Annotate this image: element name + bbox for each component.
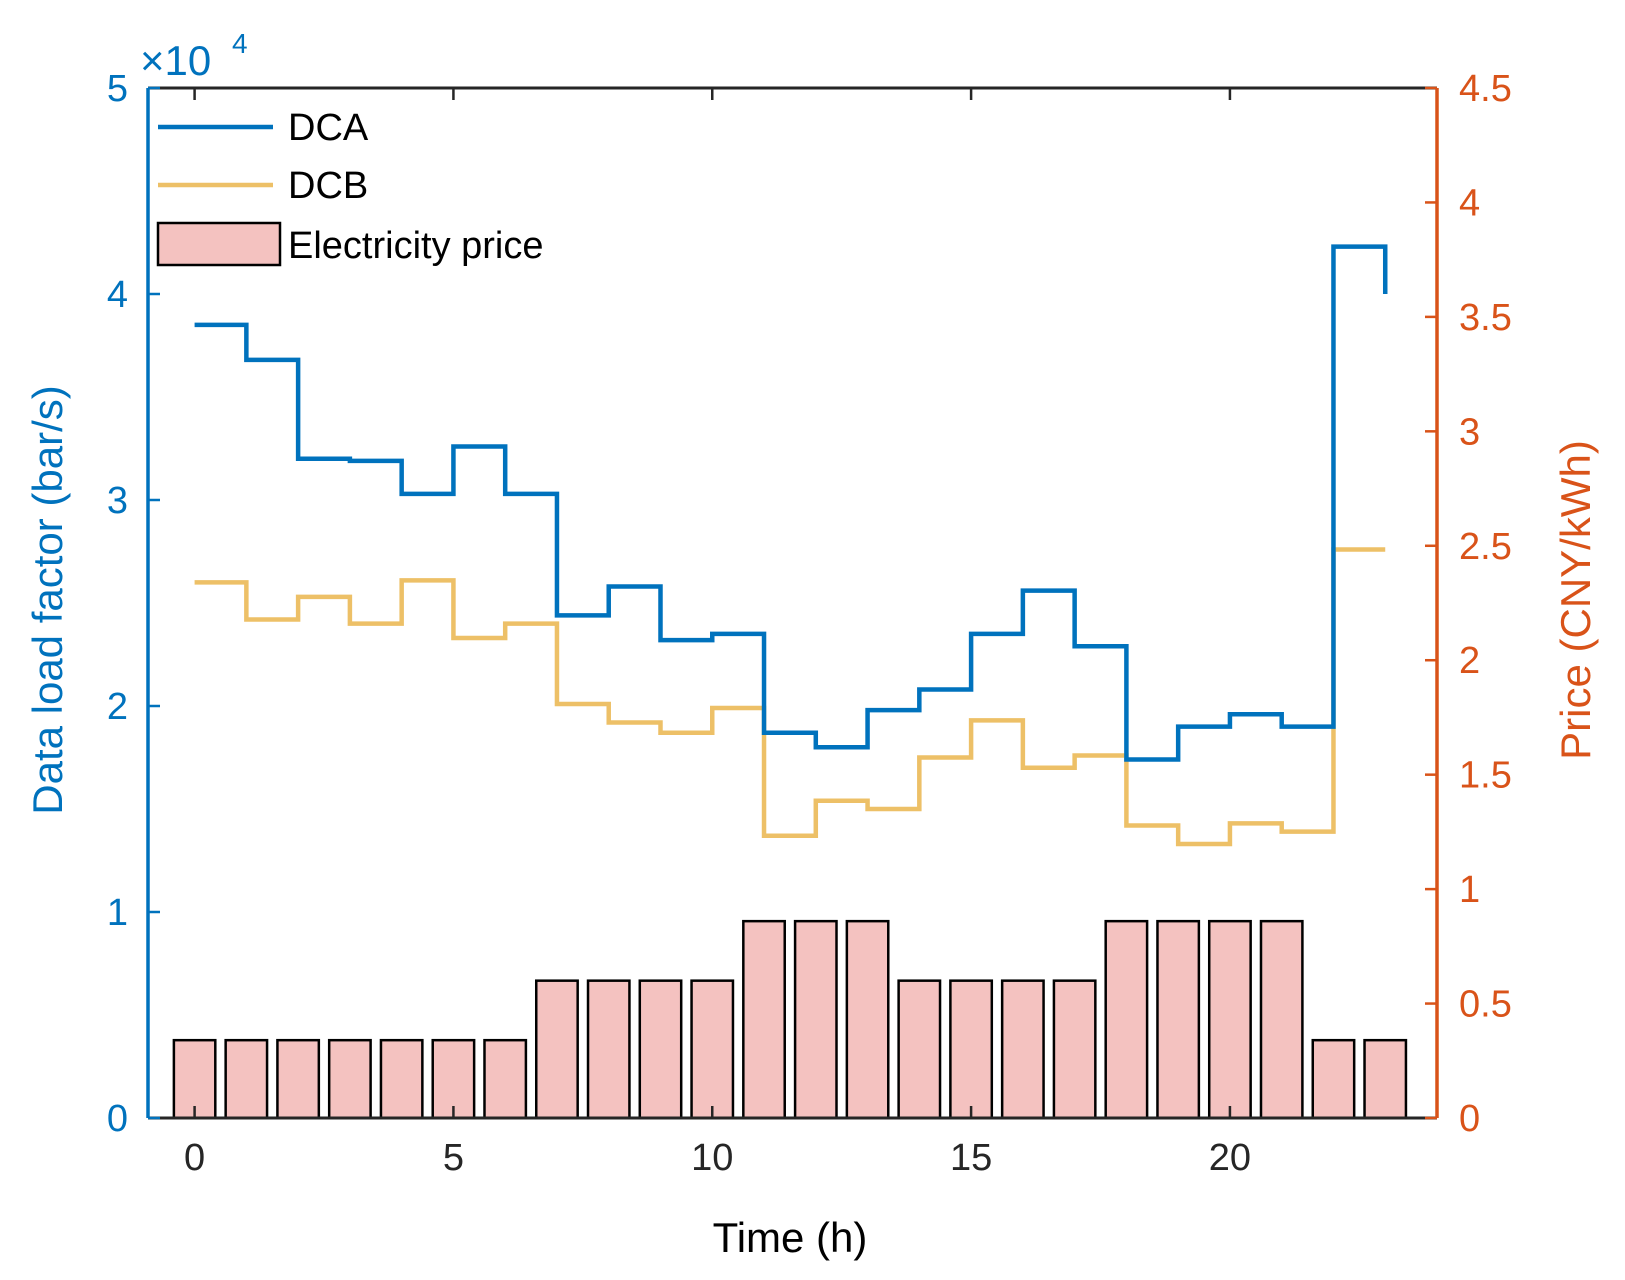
price-bar [1156, 919, 1201, 1120]
price-bar [1207, 919, 1252, 1120]
price-bar [535, 979, 579, 1120]
series-line-dcb [194, 547, 1386, 847]
price-bars [172, 919, 1408, 1120]
y-right-axis-title: Price (CNY/kWh) [1552, 440, 1599, 760]
y-left-tick-label: 3 [107, 480, 128, 522]
price-bar [1259, 919, 1304, 1120]
x-tick-label: 15 [950, 1137, 992, 1179]
price-bar [276, 1038, 321, 1120]
y-left-tick-label: 0 [107, 1098, 128, 1140]
y-left-tick-label: 4 [107, 274, 128, 316]
y-exponent-label: ×10 [140, 37, 211, 84]
x-tick-label: 5 [443, 1137, 464, 1179]
y-right-tick-label: 3.5 [1459, 297, 1512, 339]
y-right-tick-label: 1.5 [1459, 755, 1512, 797]
x-tick-label: 10 [691, 1137, 733, 1179]
y-left-tick-label: 1 [107, 892, 128, 934]
x-axis-title: Time (h) [713, 1214, 868, 1261]
price-bar [845, 919, 890, 1120]
price-bar [379, 1038, 424, 1120]
y-left-axis-title: Data load factor (bar/s) [24, 385, 71, 815]
x-tick-label: 20 [1209, 1137, 1251, 1179]
price-bar [897, 979, 942, 1120]
y-right-tick-label: 4.5 [1459, 68, 1512, 110]
y-exponent-power: 4 [232, 28, 248, 59]
legend-label-dca: DCA [288, 107, 369, 149]
price-bar [483, 1038, 528, 1120]
price-bar [949, 979, 994, 1120]
axes [146, 86, 1439, 1120]
price-bar [586, 979, 631, 1120]
y-right-tick-label: 3 [1459, 411, 1480, 453]
ticks: 0 5 10 15 20 0 1 2 3 4 5 0 0.5 1 1.5 2 2.5 3 3.5 4 4.5 [107, 68, 1512, 1179]
price-bar [327, 1038, 372, 1120]
legend-label-dcb: DCB [288, 165, 368, 207]
y-right-tick-label: 0.5 [1459, 984, 1512, 1026]
series-lines [194, 244, 1388, 847]
y-left-tick-label: 2 [107, 686, 128, 728]
y-right-tick-label: 4 [1459, 182, 1480, 224]
series-line-dca [194, 244, 1388, 762]
price-bar [638, 979, 683, 1120]
price-bar [742, 919, 786, 1120]
y-right-tick-label: 2.5 [1459, 526, 1512, 568]
y-right-tick-label: 1 [1459, 869, 1480, 911]
y-left-tick-label: 5 [107, 68, 128, 110]
price-bar [793, 919, 838, 1120]
price-bar [1311, 1038, 1356, 1120]
price-bar [1000, 979, 1045, 1120]
y-right-tick-label: 0 [1459, 1098, 1480, 1140]
y-right-tick-label: 2 [1459, 640, 1480, 682]
price-bar [224, 1038, 269, 1120]
price-bar [1363, 1038, 1408, 1120]
x-tick-label: 0 [184, 1137, 205, 1179]
price-bar [690, 979, 735, 1120]
legend-label-price: Electricity price [288, 225, 544, 267]
price-bar [1104, 919, 1149, 1120]
legend-swatch-price [156, 221, 282, 267]
price-bar [1052, 979, 1097, 1120]
legend: DCA DCB Electricity price [156, 107, 544, 267]
